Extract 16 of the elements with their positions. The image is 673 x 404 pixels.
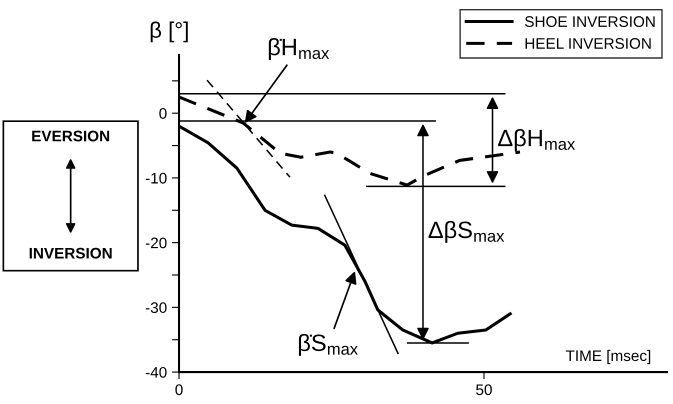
legend-label: HEEL INVERSION [526, 38, 651, 49]
x-axis-title: TIME [msec] [566, 350, 650, 364]
y-tick-label: 0 [159, 108, 167, 119]
annotation: β̇H$_{max}$ [268, 38, 330, 60]
y-tick-label: -10 [146, 172, 167, 184]
annotation: β̇S$_{max}$ [298, 334, 358, 356]
y-axis-title: β [°] [150, 22, 188, 42]
annotation: ΔβH$_{max}$ [498, 128, 576, 151]
annotation: ΔβS$_{max}$ [428, 220, 504, 243]
legend-label: SHOE INVERSION [524, 16, 655, 27]
text: INVERSION [30, 248, 112, 259]
y-tick-label: -30 [146, 302, 167, 314]
x-tick-label: 50 [476, 384, 492, 396]
y-tick-label: -40 [146, 366, 167, 378]
text: EVERSION [32, 130, 110, 142]
y-tick-label: -20 [146, 238, 167, 248]
